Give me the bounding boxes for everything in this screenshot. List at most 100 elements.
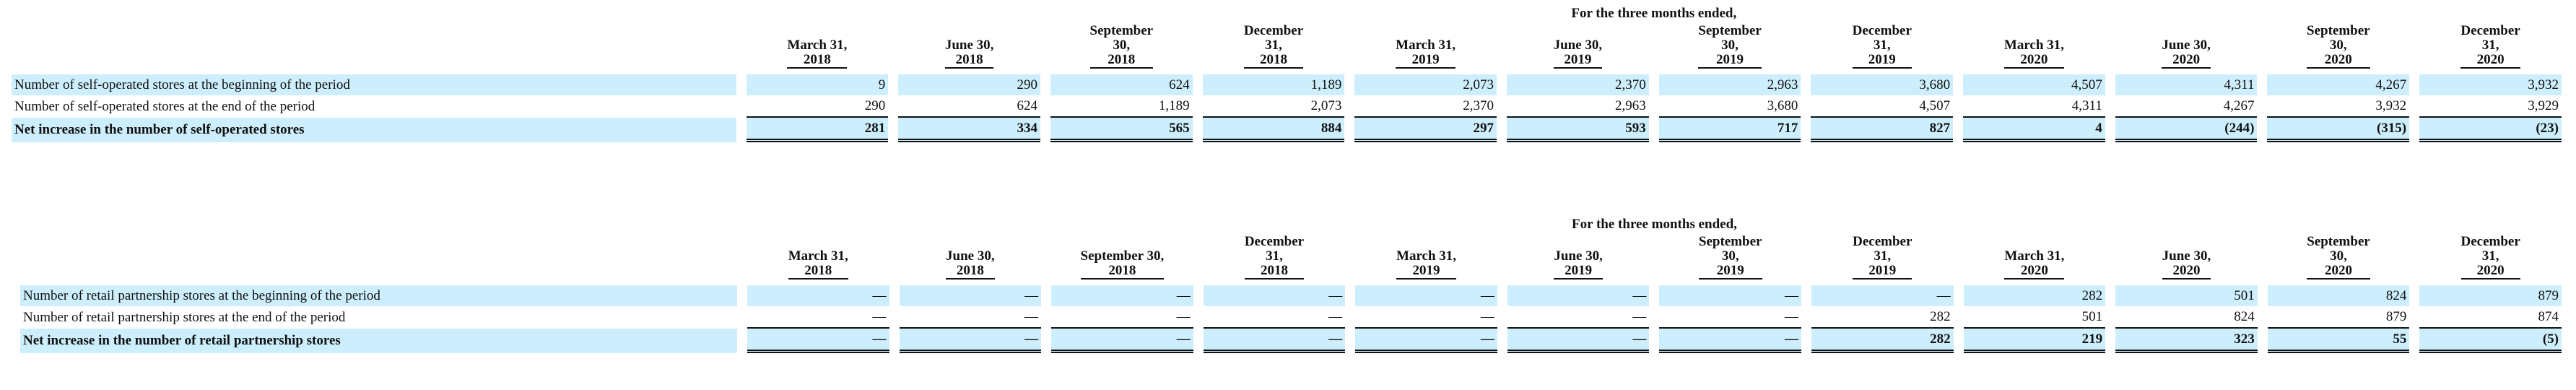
header-text: December 31, 2019 [1853, 234, 1913, 280]
header-line: 2019 [1564, 52, 1592, 67]
spacer [20, 280, 737, 285]
spacer [12, 3, 736, 24]
cell-value: — [899, 329, 1042, 353]
header-line: December [1853, 234, 1913, 249]
header-line: 2019 [1868, 52, 1896, 67]
row-label: Number of retail partnership stores at t… [20, 285, 737, 306]
cell-value: — [1203, 306, 1346, 329]
header-text: December 31, 2018 [1244, 234, 1305, 280]
column-header: September 30, 2018 [1051, 235, 1193, 280]
header-line: 31, [1266, 248, 1283, 264]
cell-value: 290 [746, 95, 889, 118]
retail-partnership-stores-table: For the three months ended, March 31, 2018… [10, 214, 2572, 353]
header-line: 30, [2330, 248, 2347, 264]
table-caption: For the three months ended, [1571, 5, 1737, 21]
header-line: 2018 [804, 263, 832, 278]
header-text: December 31, 2018 [1243, 24, 1304, 69]
header-text: June 30, 2019 [1553, 38, 1603, 69]
cell-value: 282 [1963, 285, 2106, 306]
cell-value: 3,680 [1658, 95, 1801, 118]
cell-value: (5) [2419, 329, 2562, 353]
header-line: March 31, [1396, 248, 1457, 264]
cell-value: 2,963 [1507, 95, 1649, 118]
cell-value: 323 [2115, 329, 2258, 353]
cell-value: 55 [2267, 329, 2410, 353]
column-header: December 31, 2020 [2419, 24, 2562, 69]
header-line: 31, [2481, 248, 2499, 264]
header-text: March 31, 2020 [2004, 249, 2065, 280]
cell-value: 501 [2115, 285, 2258, 306]
header-line: 2020 [2476, 263, 2505, 278]
header-text: December 31, 2020 [2460, 235, 2520, 280]
cell-value: (315) [2267, 118, 2410, 142]
header-line: 2020 [2476, 52, 2505, 67]
column-header: March 31, 2018 [747, 24, 889, 69]
row-label: Number of self-operated stores at the en… [14, 98, 316, 114]
header-line: 30, [1721, 248, 1739, 264]
column-header: December 31, 2018 [1203, 24, 1345, 69]
header-line: December [1244, 234, 1305, 249]
cell-value: 219 [1963, 329, 2106, 353]
cell-value: 1,189 [1050, 95, 1193, 118]
header-text: June 30, 2019 [1554, 249, 1603, 280]
cell-value: — [1355, 306, 1497, 329]
data-row: Number of self-operated stores at the be… [12, 74, 2562, 95]
header-text: March 31, 2018 [787, 38, 848, 69]
cell-value: 282 [1811, 329, 1954, 353]
header-line: 2019 [1565, 263, 1593, 278]
cell-value: 501 [1963, 306, 2106, 329]
header-text: September 30, 2019 [1698, 235, 1762, 280]
header-line: 2020 [2020, 263, 2048, 278]
header-text: September 30, 2019 [1698, 24, 1762, 69]
cell-value: 874 [2419, 306, 2562, 329]
header-line: 2018 [1259, 52, 1287, 67]
cell-value: 4,507 [1811, 95, 1954, 118]
cell-value: 827 [1811, 118, 1954, 142]
column-header: September 30, 2018 [1050, 24, 1193, 69]
cell-value: 4 [1963, 118, 2105, 142]
header-text: June 30, 2018 [944, 38, 994, 69]
column-header: September 30, 2019 [1659, 235, 1801, 280]
spacer [20, 214, 737, 235]
header-line: September [1089, 23, 1154, 38]
header-line: June 30, [2162, 248, 2211, 264]
row-label: Number of self-operated stores at the be… [12, 74, 736, 95]
cell-value: 2,370 [1507, 74, 1649, 95]
header-text: June 30, 2018 [946, 249, 995, 280]
cell-value: 1,189 [1202, 74, 1345, 95]
header-line: 31, [1873, 38, 1891, 53]
column-header: June 30, 2018 [898, 24, 1040, 69]
cell-value: 824 [2267, 285, 2410, 306]
header-line: 31, [1265, 38, 1282, 53]
header-text: December 31, 2019 [1852, 23, 1912, 69]
cell-value: — [899, 306, 1042, 329]
header-row: March 31, 2018 June 30, 2018 September 30, 201… [12, 24, 2562, 69]
cell-value: — [1507, 285, 1650, 306]
header-line: 31, [1874, 248, 1892, 264]
cell-value: 2,370 [1354, 95, 1497, 118]
cell-value: 884 [1202, 118, 1345, 142]
header-line: 2019 [1411, 52, 1440, 67]
column-header: December 31, 2018 [1204, 235, 1346, 280]
cell-value: 4,507 [1963, 74, 2105, 95]
caption-row: For the three months ended, [12, 3, 2562, 24]
header-text: September 30, 2020 [2307, 24, 2370, 69]
cell-value: — [1051, 306, 1193, 329]
header-line: 2019 [1868, 263, 1897, 278]
cell-value: 3,680 [1811, 74, 1954, 95]
header-line: December [1852, 23, 1912, 38]
header-line: 2018 [956, 263, 984, 278]
header-line: June 30, [946, 248, 995, 264]
data-row: Number of self-operated stores at the en… [12, 95, 2562, 118]
column-header: June 30, 2020 [2115, 24, 2258, 69]
header-line: 2020 [2020, 52, 2048, 67]
cell-value: 624 [898, 95, 1040, 118]
column-header: September 30, 2020 [2267, 24, 2409, 69]
data-row: Net increase in the number of self-opera… [12, 118, 2562, 142]
cell-value: 4,267 [2115, 95, 2258, 118]
cell-value: 3,932 [2419, 74, 2562, 95]
cell-value: — [1355, 329, 1497, 353]
spacer [20, 235, 737, 280]
header-line: June 30, [1553, 38, 1603, 53]
